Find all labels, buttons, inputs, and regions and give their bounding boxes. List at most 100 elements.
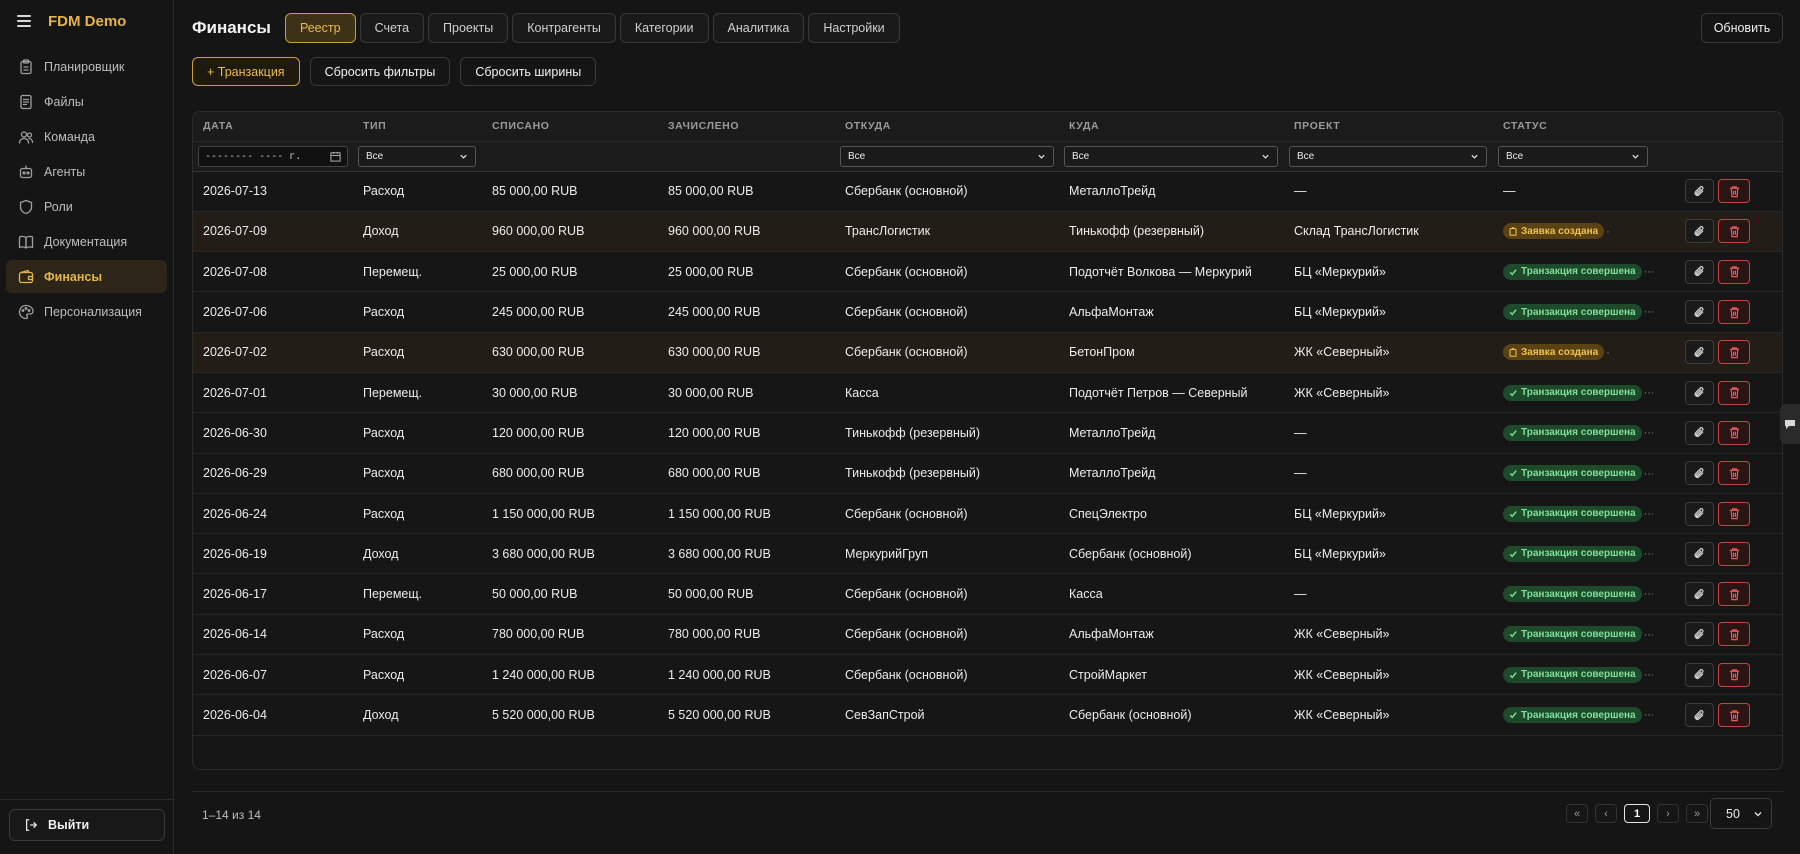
tab-5[interactable]: Аналитика — [712, 13, 805, 43]
table-row[interactable]: 2026-06-29 Расход 680 000,00 RUB 680 000… — [193, 453, 1782, 494]
status-label: Транзакция совершена — [1521, 669, 1636, 681]
attach-button[interactable] — [1685, 703, 1714, 727]
table-row[interactable]: 2026-06-30 Расход 120 000,00 RUB 120 000… — [193, 412, 1782, 454]
status-label: Транзакция совершена — [1521, 427, 1636, 439]
attach-button[interactable] — [1685, 300, 1714, 325]
logout-button[interactable]: Выйти — [9, 809, 165, 841]
current-page-button[interactable]: 1 — [1624, 804, 1650, 823]
tab-0[interactable]: Реестр — [284, 13, 356, 43]
pagination: « ‹ 1 › » — [1566, 804, 1708, 823]
tab-2[interactable]: Проекты — [428, 13, 509, 43]
cell-type: Расход — [353, 332, 482, 373]
tab-6[interactable]: Настройки — [808, 13, 900, 43]
column-header-status[interactable]: СТАТУС — [1493, 112, 1653, 142]
delete-button[interactable] — [1718, 582, 1750, 607]
table-row[interactable]: 2026-06-19 Доход 3 680 000,00 RUB 3 680 … — [193, 533, 1782, 575]
cell-type: Расход — [353, 412, 482, 454]
trash-icon — [1729, 226, 1739, 238]
table-row[interactable]: 2026-06-17 Перемещ. 50 000,00 RUB 50 000… — [193, 573, 1782, 615]
add-transaction-button[interactable]: + Транзакция — [192, 57, 300, 86]
sidebar-item-clipboard[interactable]: Планировщик — [6, 50, 167, 83]
sidebar-item-palette[interactable]: Персонализация — [6, 295, 167, 328]
sidebar-item-shield[interactable]: Роли — [6, 190, 167, 223]
delete-button[interactable] — [1718, 662, 1750, 687]
delete-button[interactable] — [1718, 259, 1750, 284]
delete-button[interactable] — [1718, 622, 1750, 647]
next-page-button[interactable]: › — [1657, 804, 1679, 823]
paperclip-icon — [1694, 709, 1704, 720]
to-filter-select[interactable]: Все — [1064, 145, 1278, 167]
attach-button[interactable] — [1685, 541, 1714, 566]
cell-from: МеркурийГруп — [835, 533, 1059, 575]
delete-button[interactable] — [1718, 340, 1750, 365]
calendar-icon[interactable] — [330, 151, 341, 162]
date-filter-input[interactable]: -------- ---- г. — [198, 145, 348, 167]
project-filter-select[interactable]: Все — [1289, 145, 1487, 167]
attach-button[interactable] — [1685, 179, 1714, 204]
attach-button[interactable] — [1685, 622, 1714, 647]
status-filter-select[interactable]: Все — [1498, 145, 1648, 167]
delete-button[interactable] — [1718, 703, 1750, 727]
column-header-from[interactable]: ОТКУДА — [835, 112, 1059, 142]
delete-button[interactable] — [1718, 219, 1750, 244]
first-page-button[interactable]: « — [1566, 804, 1588, 823]
tab-1[interactable]: Счета — [359, 13, 425, 43]
sidebar-item-users[interactable]: Команда — [6, 120, 167, 153]
delete-button[interactable] — [1718, 420, 1750, 445]
tab-4[interactable]: Категории — [619, 13, 709, 43]
sidebar-item-book[interactable]: Документация — [6, 225, 167, 258]
prev-page-button[interactable]: ‹ — [1595, 804, 1617, 823]
sidebar-item-wallet[interactable]: Финансы — [6, 260, 167, 293]
attach-button[interactable] — [1685, 420, 1714, 445]
last-page-button[interactable]: » — [1686, 804, 1708, 823]
attach-button[interactable] — [1685, 662, 1714, 687]
column-header-type[interactable]: ТИП — [353, 112, 482, 142]
hamburger-menu-icon[interactable] — [17, 15, 31, 27]
column-header-credit[interactable]: ЗАЧИСЛЕНО — [658, 112, 835, 142]
column-header-date[interactable]: ДАТА — [193, 112, 353, 142]
chat-toggle[interactable] — [1780, 404, 1800, 444]
column-header-project[interactable]: ПРОЕКТ — [1284, 112, 1493, 142]
delete-button[interactable] — [1718, 300, 1750, 325]
sidebar-item-file[interactable]: Файлы — [6, 85, 167, 118]
logout-label: Выйти — [48, 818, 90, 832]
column-header-debit[interactable]: СПИСАНО — [482, 112, 658, 142]
cell-project: БЦ «Меркурий» — [1284, 493, 1493, 535]
table-row[interactable]: 2026-06-14 Расход 780 000,00 RUB 780 000… — [193, 614, 1782, 656]
table-row[interactable]: 2026-07-06 Расход 245 000,00 RUB 245 000… — [193, 291, 1782, 333]
delete-button[interactable] — [1718, 461, 1750, 486]
delete-button[interactable] — [1718, 380, 1750, 405]
attach-button[interactable] — [1685, 259, 1714, 284]
delete-button[interactable] — [1718, 179, 1750, 204]
table-row[interactable]: 2026-07-08 Перемещ. 25 000,00 RUB 25 000… — [193, 251, 1782, 293]
sidebar-item-label: Агенты — [44, 164, 86, 179]
per-page-select[interactable]: 50 — [1710, 798, 1772, 829]
reset-widths-button[interactable]: Сбросить ширины — [460, 57, 597, 86]
attach-button[interactable] — [1685, 340, 1714, 365]
table-row[interactable]: 2026-07-09 Доход 960 000,00 RUB 960 000,… — [193, 211, 1782, 253]
table-row[interactable]: 2026-07-01 Перемещ. 30 000,00 RUB 30 000… — [193, 372, 1782, 414]
table-row[interactable]: 2026-07-02 Расход 630 000,00 RUB 630 000… — [193, 332, 1782, 373]
cell-actions — [1653, 332, 1782, 373]
reset-filters-button[interactable]: Сбросить фильтры — [309, 57, 451, 86]
attach-button[interactable] — [1685, 461, 1714, 486]
table-row[interactable]: 2026-06-24 Расход 1 150 000,00 RUB 1 150… — [193, 493, 1782, 535]
table-row[interactable]: 2026-06-04 Доход 5 520 000,00 RUB 5 520 … — [193, 694, 1782, 736]
delete-button[interactable] — [1718, 541, 1750, 566]
from-filter-select[interactable]: Все — [840, 145, 1054, 167]
table-row[interactable]: 2026-06-07 Расход 1 240 000,00 RUB 1 240… — [193, 654, 1782, 696]
refresh-button[interactable]: Обновить — [1701, 13, 1783, 43]
attach-button[interactable] — [1685, 582, 1714, 607]
sidebar-item-robot[interactable]: Агенты — [6, 155, 167, 188]
cell-credit: 3 680 000,00 RUB — [658, 533, 835, 575]
table-row[interactable]: 2026-07-13 Расход 85 000,00 RUB 85 000,0… — [193, 171, 1782, 212]
attach-button[interactable] — [1685, 219, 1714, 244]
tab-3[interactable]: Контрагенты — [512, 13, 616, 43]
attach-button[interactable] — [1685, 380, 1714, 405]
status-label: — — [1503, 184, 1516, 199]
attach-button[interactable] — [1685, 501, 1714, 526]
type-filter-select[interactable]: Все — [358, 145, 476, 167]
cell-actions — [1653, 372, 1782, 414]
delete-button[interactable] — [1718, 501, 1750, 526]
column-header-to[interactable]: КУДА — [1059, 112, 1284, 142]
